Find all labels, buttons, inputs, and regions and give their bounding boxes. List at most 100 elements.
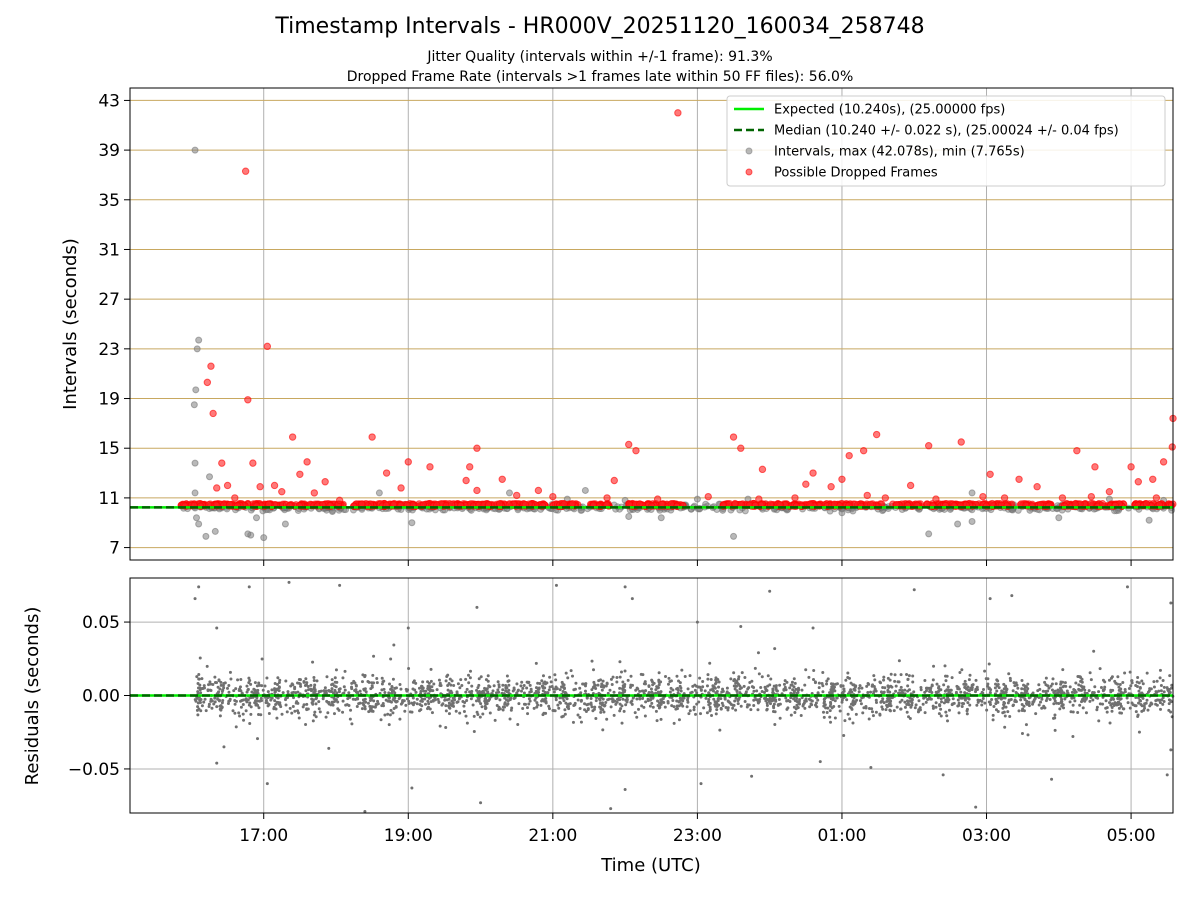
residual-point — [304, 677, 308, 681]
residuals-x-ticks: 17:00 19:00 21:00 23:00 01:00 03:00 05:00 — [239, 813, 1156, 846]
residual-point — [227, 690, 231, 694]
residual-point — [679, 697, 683, 701]
residual-point — [871, 714, 875, 718]
residual-point — [273, 681, 277, 685]
residual-point — [375, 677, 379, 681]
residual-point — [659, 717, 663, 721]
residual-point — [1070, 690, 1074, 694]
dropped-frame-point — [1015, 475, 1023, 483]
residual-point — [200, 677, 204, 681]
residual-point — [466, 673, 470, 677]
residual-point — [906, 689, 910, 693]
residual-point — [1101, 678, 1105, 682]
residual-point — [924, 700, 928, 704]
residual-point — [930, 683, 934, 687]
residual-point — [966, 701, 970, 705]
residual-point — [812, 668, 816, 672]
residual-point — [578, 706, 582, 710]
residual-point — [589, 697, 593, 701]
residual-point — [231, 709, 235, 713]
residual-point — [612, 713, 616, 717]
residual-point — [1044, 683, 1048, 687]
residual-point — [963, 697, 967, 701]
residual-point — [980, 699, 984, 703]
dropped-frame-point — [653, 495, 662, 503]
residual-point — [859, 702, 863, 706]
residual-point — [887, 702, 891, 706]
residual-point — [636, 707, 640, 711]
residual-point — [380, 676, 384, 680]
x-axis-label: Time (UTC) — [600, 855, 701, 876]
residual-point — [965, 712, 969, 716]
residual-point — [1068, 685, 1072, 689]
residual-point — [383, 690, 387, 694]
residual-point — [1031, 691, 1035, 695]
residual-point — [306, 707, 310, 711]
intervals-y-tick-label: 39 — [98, 141, 120, 161]
residual-point — [635, 686, 639, 690]
residual-point — [739, 686, 743, 690]
residual-point — [447, 704, 451, 708]
residual-point — [280, 712, 284, 716]
residual-point — [358, 701, 362, 705]
residual-point — [1026, 733, 1030, 737]
residual-point — [195, 708, 199, 712]
residual-point — [563, 708, 567, 712]
residual-point — [545, 691, 549, 695]
residual-point — [1031, 702, 1035, 706]
residual-point — [525, 706, 529, 710]
residual-point — [253, 681, 257, 685]
residual-point — [723, 697, 727, 701]
residual-point — [942, 683, 946, 687]
residual-point — [615, 680, 619, 684]
residual-point — [324, 715, 328, 719]
residual-point — [541, 698, 545, 702]
residual-point — [1020, 703, 1024, 707]
residual-point — [1088, 699, 1092, 703]
residual-point — [1123, 690, 1127, 694]
residual-point — [600, 688, 604, 692]
residual-point — [444, 704, 448, 708]
legend-median-label: Median (10.240 +/- 0.022 s), (25.00024 +… — [774, 124, 1119, 139]
residual-point — [650, 690, 654, 694]
residual-point — [765, 689, 769, 693]
residual-point — [206, 689, 210, 693]
residual-point — [1051, 716, 1055, 720]
residual-point — [960, 668, 964, 672]
residual-point — [210, 706, 214, 710]
residual-point — [410, 701, 414, 705]
residual-point — [522, 683, 526, 687]
interval-point — [192, 386, 200, 394]
residual-point — [956, 704, 960, 708]
residual-point — [470, 684, 474, 688]
residual-point — [623, 585, 627, 589]
residual-point — [769, 702, 773, 706]
residual-point — [736, 702, 740, 706]
residual-point — [852, 683, 856, 687]
residual-point — [576, 713, 580, 717]
residual-point — [379, 718, 383, 722]
residual-point — [579, 720, 583, 724]
residual-point — [341, 710, 345, 714]
residual-point — [542, 711, 546, 715]
residual-point — [692, 708, 696, 712]
dropped-frame-point — [263, 342, 272, 351]
residuals-y-tick-label: 0.00 — [82, 687, 120, 707]
residual-point — [994, 682, 998, 686]
x-tick-label: 21:00 — [528, 826, 577, 846]
residual-point — [437, 678, 441, 682]
residual-point — [420, 699, 424, 703]
residual-point — [418, 709, 422, 713]
residual-point — [948, 691, 952, 695]
residual-point — [233, 702, 237, 706]
residual-point — [596, 683, 600, 687]
residual-point — [733, 687, 737, 691]
residual-point — [332, 700, 336, 704]
interval-point — [193, 345, 201, 353]
residual-point — [315, 679, 319, 683]
residual-point — [371, 673, 375, 677]
legend-intervals-swatch — [745, 147, 753, 155]
residual-point — [1057, 702, 1061, 706]
residuals-points — [193, 580, 1175, 814]
residual-point — [987, 687, 991, 691]
